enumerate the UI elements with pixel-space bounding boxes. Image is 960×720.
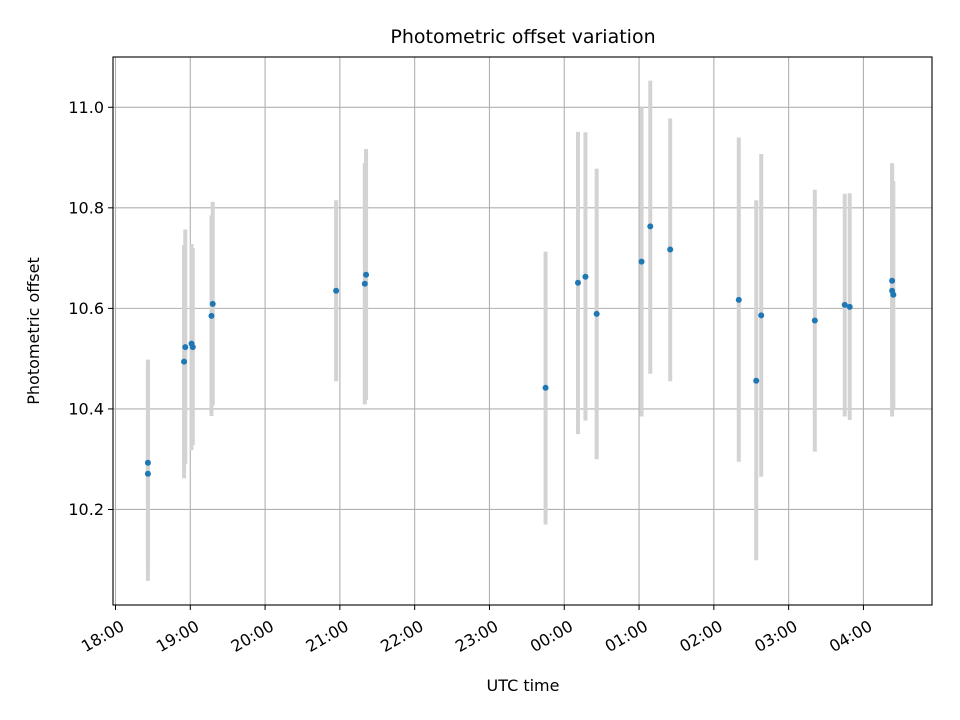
data-point [363,271,370,278]
data-point [638,258,645,265]
data-point [667,246,674,253]
data-point [593,310,600,317]
y-axis-title: Photometric offset [24,257,43,405]
data-point [208,312,215,319]
data-point [209,300,216,307]
point-layer [144,223,897,477]
data-point [758,312,765,319]
data-point [189,344,196,351]
data-point [333,287,340,294]
data-point [811,317,818,324]
data-point [542,384,549,391]
data-point [647,223,654,230]
data-point [889,277,896,284]
data-point [735,296,742,303]
y-tick-label: 10.4 [68,399,104,418]
data-point [841,301,848,308]
y-tick-label: 11.0 [68,98,104,117]
y-tick-label: 10.6 [68,299,104,318]
data-point [846,303,853,310]
data-point [753,377,760,384]
chart-title: Photometric offset variation [390,26,655,48]
plot-frame [112,56,933,606]
grid-layer [113,57,932,605]
data-point [890,291,897,298]
data-point [574,279,581,286]
data-point [361,280,368,287]
data-point [182,344,189,351]
y-tick-label: 10.2 [68,500,104,519]
data-point [582,273,589,280]
x-axis-title: UTC time [487,676,560,695]
data-point [181,358,188,365]
data-point [144,470,151,477]
data-point [144,459,151,466]
y-tick-label: 10.8 [68,198,104,217]
